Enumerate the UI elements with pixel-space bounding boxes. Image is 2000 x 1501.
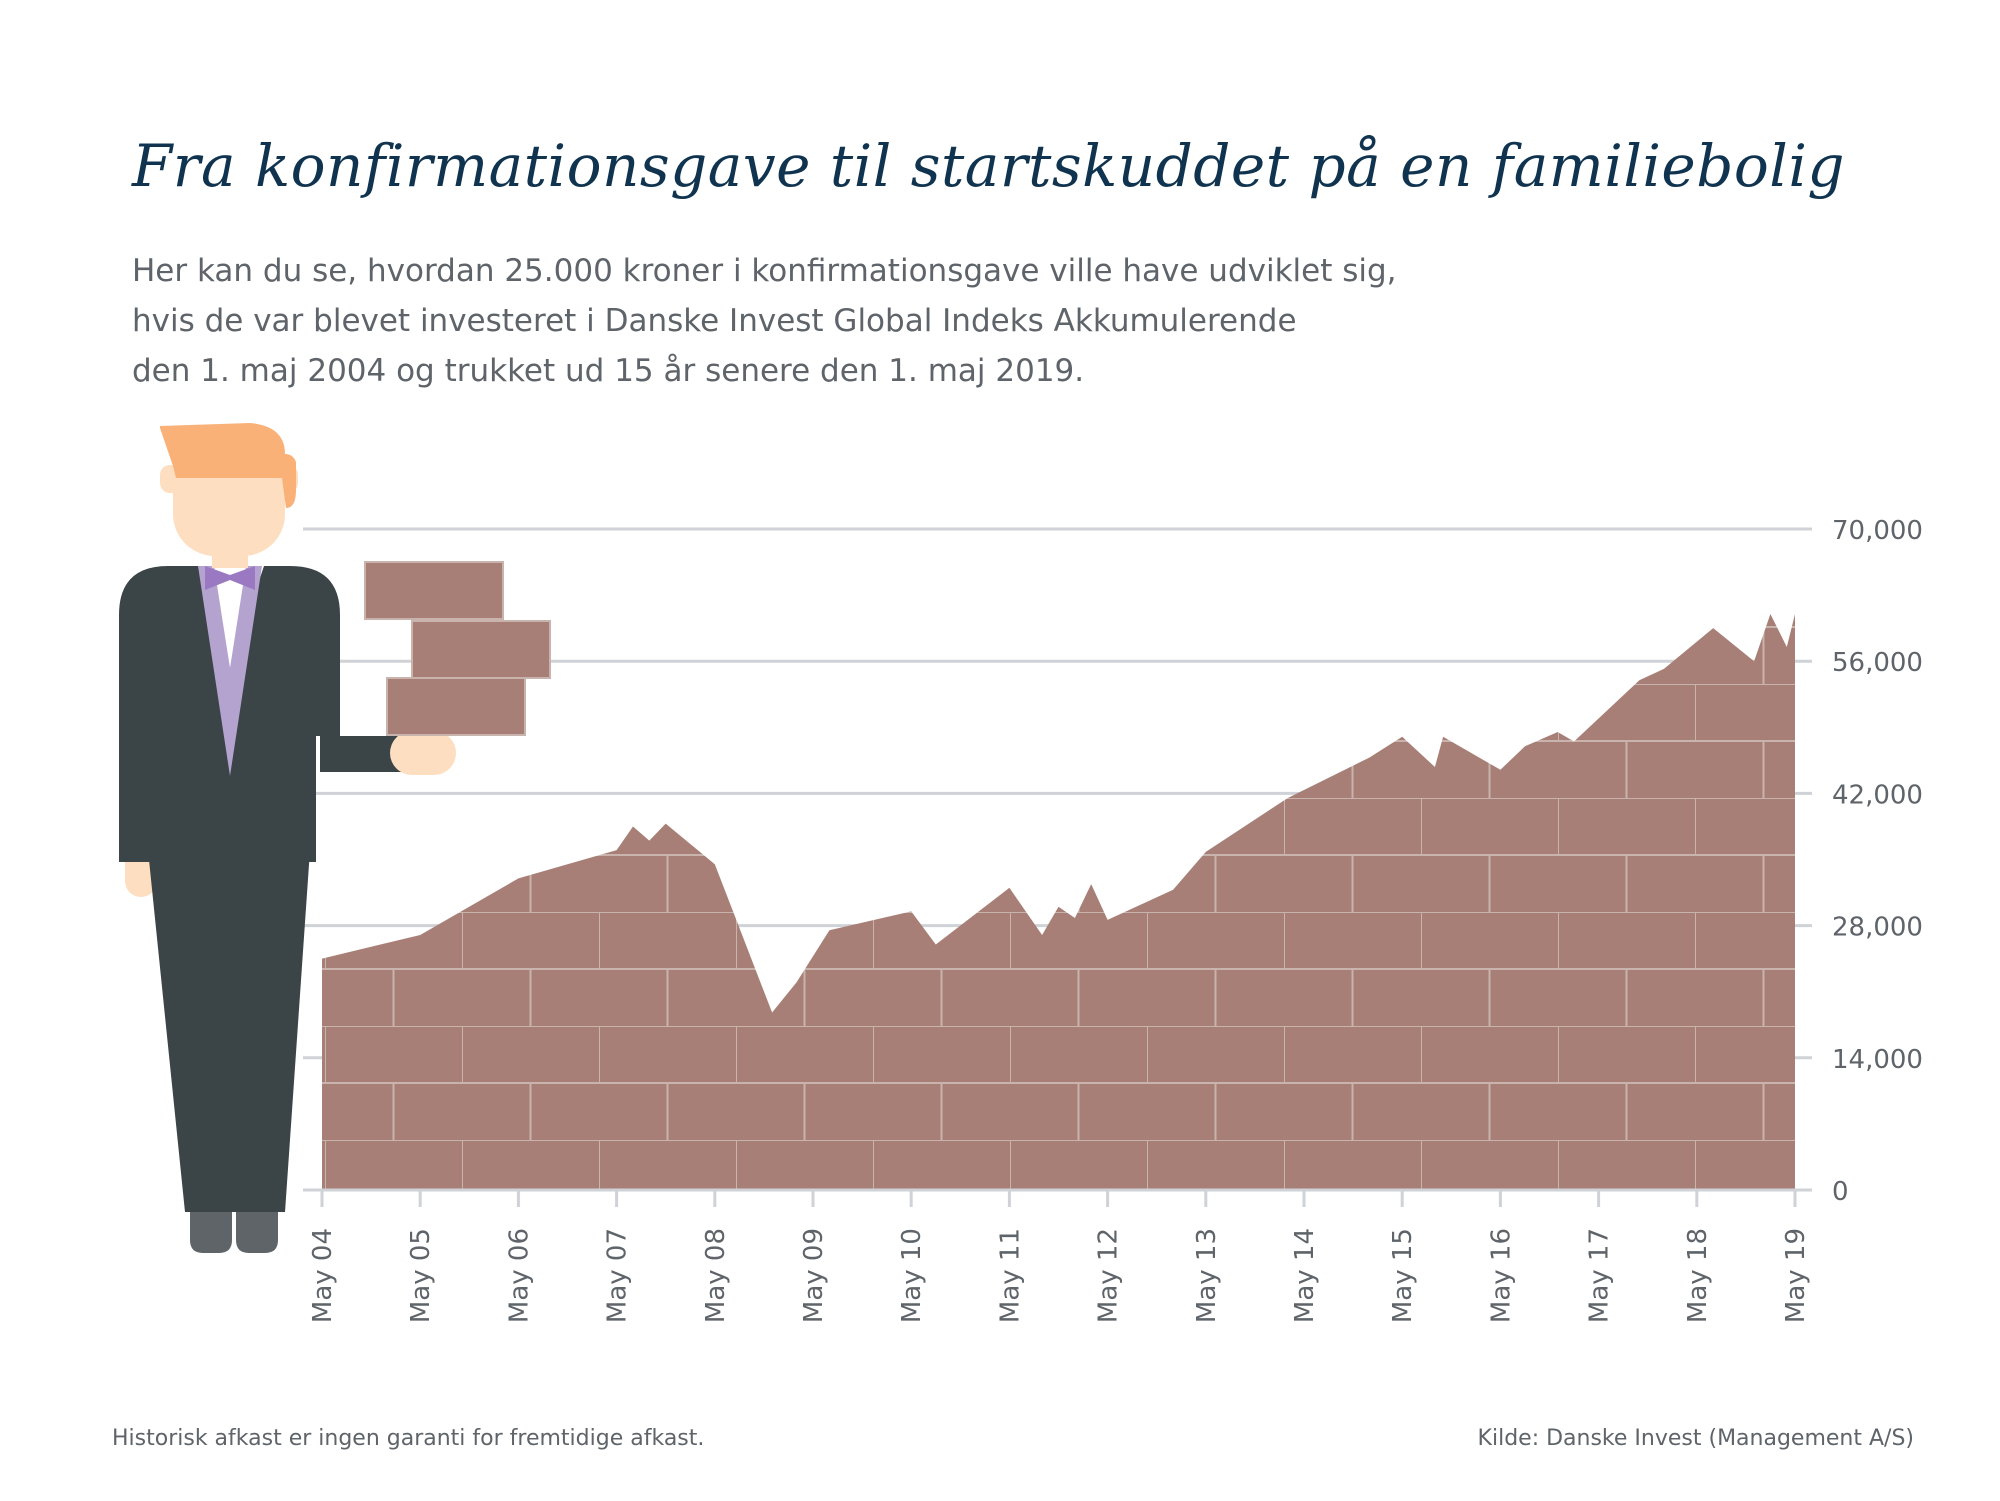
left-shoe — [190, 1212, 232, 1253]
subtitle-line-1: Her kan du se, hvordan 25.000 kroner i k… — [132, 253, 1397, 289]
x-tick-label: May 10 — [897, 1228, 927, 1323]
x-tick-label: May 06 — [504, 1228, 534, 1323]
right-hand — [390, 731, 456, 775]
x-tick-label: May 15 — [1388, 1228, 1418, 1323]
y-tick-label: 70,000 — [1832, 516, 1923, 546]
x-tick-label: May 11 — [995, 1228, 1025, 1323]
x-tick-label: May 08 — [701, 1228, 731, 1323]
x-tick-label: May 07 — [603, 1228, 633, 1323]
data-area — [322, 614, 1795, 1190]
disclaimer-note: Historisk afkast er ingen garanti for fr… — [112, 1426, 705, 1451]
x-tick-label: May 18 — [1683, 1228, 1713, 1323]
x-tick-label: May 05 — [406, 1228, 436, 1323]
held-brick-1 — [364, 561, 504, 620]
trousers — [148, 850, 310, 1212]
chart-subtitle: Her kan du se, hvordan 25.000 kroner i k… — [132, 246, 1632, 396]
x-axis: May 04 May 05 May 06 May 07 May 08 May 09 May … — [303, 1188, 1812, 1323]
y-axis: 0 14,000 28,000 42,000 56,000 70,000 — [1832, 516, 1923, 1207]
chart-title: Fra konfirmationsgave til startskuddet p… — [132, 132, 1846, 200]
hair — [160, 423, 296, 508]
x-tick-label: May 14 — [1290, 1228, 1320, 1323]
x-tick-label: May 09 — [799, 1228, 829, 1323]
held-brick-3 — [386, 677, 526, 736]
x-tick-label: May 12 — [1094, 1228, 1124, 1323]
x-tick-label: May 04 — [308, 1228, 338, 1323]
y-tick-label: 0 — [1832, 1177, 1849, 1207]
x-tick-label: May 16 — [1486, 1228, 1516, 1323]
y-tick-label: 56,000 — [1832, 648, 1923, 678]
held-brick-2 — [411, 620, 551, 679]
person-icon — [119, 423, 551, 1253]
y-tick-label: 14,000 — [1832, 1045, 1923, 1075]
bow-tie — [205, 566, 255, 590]
subtitle-line-3: den 1. maj 2004 og trukket ud 15 år sene… — [132, 353, 1085, 389]
right-shoe — [236, 1212, 278, 1253]
subtitle-line-2: hvis de var blevet investeret i Danske I… — [132, 303, 1297, 339]
source-note: Kilde: Danske Invest (Management A/S) — [1477, 1426, 1914, 1451]
vest — [198, 566, 262, 776]
x-tick-label: May 17 — [1585, 1228, 1615, 1323]
x-tick-label: May 13 — [1192, 1228, 1222, 1323]
y-tick-label: 42,000 — [1832, 780, 1923, 810]
y-tick-label: 28,000 — [1832, 913, 1923, 943]
x-tick-label: May 19 — [1781, 1228, 1811, 1323]
